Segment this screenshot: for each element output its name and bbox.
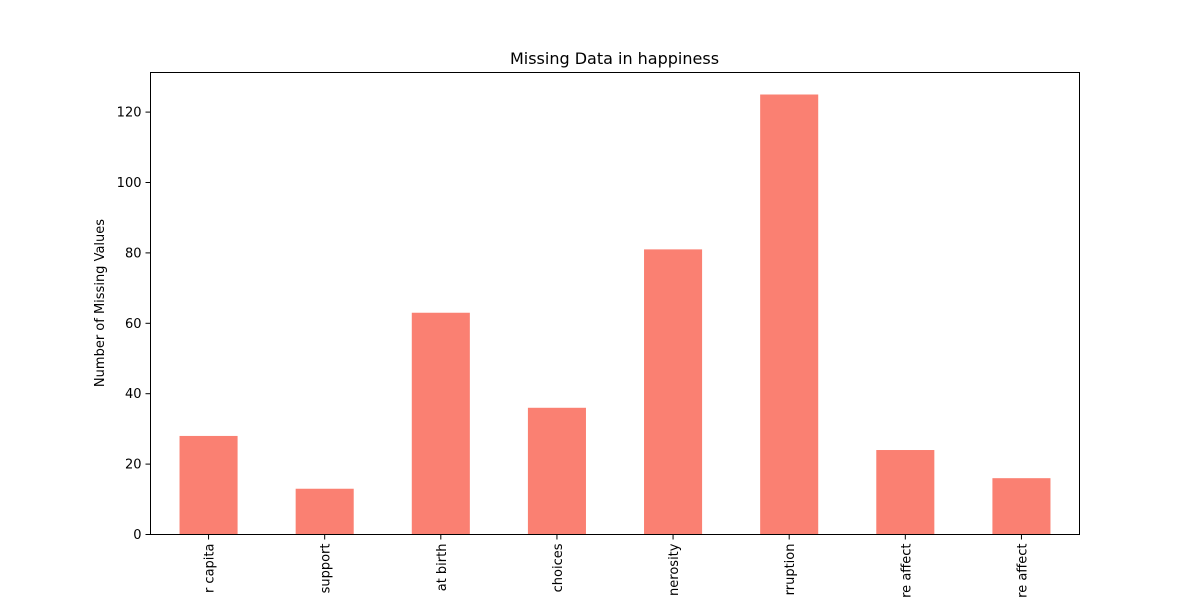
bar-7 [992, 478, 1051, 535]
y-axis-label: Number of Missing Values [93, 219, 108, 387]
bar-3 [527, 407, 586, 535]
x-tick-label-1: support [319, 544, 334, 594]
x-tick-label-6: re affect [899, 544, 914, 598]
x-tick-label-4: nerosity [667, 543, 682, 596]
bar-4 [644, 249, 703, 535]
y-tick-label-0: 0 [133, 528, 141, 543]
bar-6 [876, 450, 935, 535]
y-tick-label-6: 120 [117, 106, 142, 121]
y-tick-label-4: 80 [125, 246, 142, 261]
x-tick-label-0: r capita [203, 544, 218, 594]
bars-group [179, 94, 1051, 535]
plot-frame [150, 72, 1080, 535]
bar-2 [411, 312, 470, 535]
x-tick-label-3: choices [551, 543, 566, 592]
y-tick-label-3: 60 [125, 317, 142, 332]
x-tick-label-2: at birth [435, 544, 450, 592]
bar-1 [295, 488, 354, 535]
y-tick-label-2: 40 [125, 387, 142, 402]
y-axis-ticks: 0 20 40 60 80 100 120 [117, 106, 151, 543]
x-tick-label-5: rruption [783, 544, 798, 596]
y-tick-label-5: 100 [117, 176, 142, 191]
x-axis-ticks: r capita support at birth choices nerosity rr… [203, 534, 1030, 598]
y-tick-label-1: 20 [125, 458, 142, 473]
x-tick-label-7: re affect [1015, 544, 1030, 598]
chart-title: Missing Data in happiness [510, 49, 719, 68]
bar-5 [760, 94, 819, 535]
bar-0 [179, 435, 238, 535]
